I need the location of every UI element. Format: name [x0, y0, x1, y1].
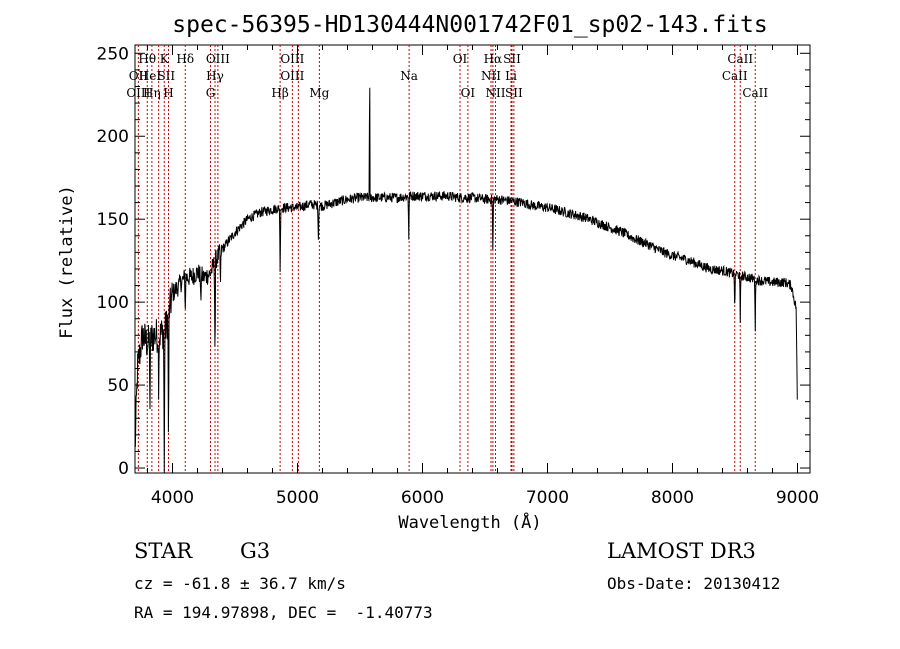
line-label: Hβ: [271, 86, 288, 100]
line-label: NII: [481, 69, 501, 83]
line-label: OIII: [280, 52, 304, 66]
line-label: Mg: [309, 86, 329, 100]
line-label: Na: [400, 69, 418, 83]
object-class: STAR: [134, 539, 193, 563]
obs-date: Obs-Date: 20130412: [607, 574, 781, 593]
line-label: OIII: [126, 86, 150, 100]
line-label: Hδ: [176, 52, 194, 66]
line-label: OI: [461, 86, 476, 100]
line-label: Hθ: [138, 52, 156, 66]
line-label: Hα: [484, 52, 503, 66]
line-label: NII: [486, 86, 506, 100]
line-label: Li: [505, 69, 517, 83]
chart-title: spec-56395-HD130444N001742F01_sp02-143.f…: [172, 12, 767, 38]
line-label: Hγ: [206, 69, 224, 83]
spectrum-line: [134, 87, 798, 474]
y-tick-label: 250: [97, 44, 129, 64]
line-label: OII: [129, 69, 149, 83]
y-tick-label: 200: [97, 127, 129, 147]
plot-frame: [134, 44, 811, 474]
line-label: SII: [505, 86, 523, 100]
x-tick-label: 5000: [276, 488, 319, 508]
coordinates: RA = 194.97898, DEC = -1.40773: [134, 603, 433, 622]
line-label: CaII: [742, 86, 768, 100]
line-label: SII: [503, 52, 521, 66]
y-tick-label: 0: [118, 459, 129, 479]
line-label: OIII: [206, 52, 230, 66]
x-tick-label: 4000: [151, 488, 194, 508]
x-tick-label: 7000: [526, 488, 569, 508]
line-label: Hη: [143, 86, 161, 100]
object-subclass: G3: [240, 539, 271, 563]
y-tick-label: 50: [107, 376, 129, 396]
y-axis-label: Flux (relative): [57, 185, 77, 339]
survey-name: LAMOST DR3: [607, 539, 756, 563]
x-tick-label: 9000: [776, 488, 819, 508]
line-label: K: [160, 52, 170, 66]
line-label: OI: [453, 52, 468, 66]
line-label: OIII: [280, 69, 304, 83]
line-label: HeI: [139, 69, 162, 83]
x-tick-label: 6000: [401, 488, 444, 508]
x-tick-label: 8000: [651, 488, 694, 508]
y-tick-label: 100: [97, 293, 129, 313]
line-label: CaII: [727, 52, 753, 66]
line-label: SII: [157, 69, 175, 83]
line-label: G: [206, 86, 216, 100]
x-axis-label: Wavelength (Å): [398, 511, 541, 533]
line-label: H: [163, 86, 173, 100]
redshift-cz: cz = -61.8 ± 36.7 km/s: [134, 574, 346, 593]
line-label: CaII: [722, 69, 748, 83]
y-tick-label: 150: [97, 210, 129, 230]
